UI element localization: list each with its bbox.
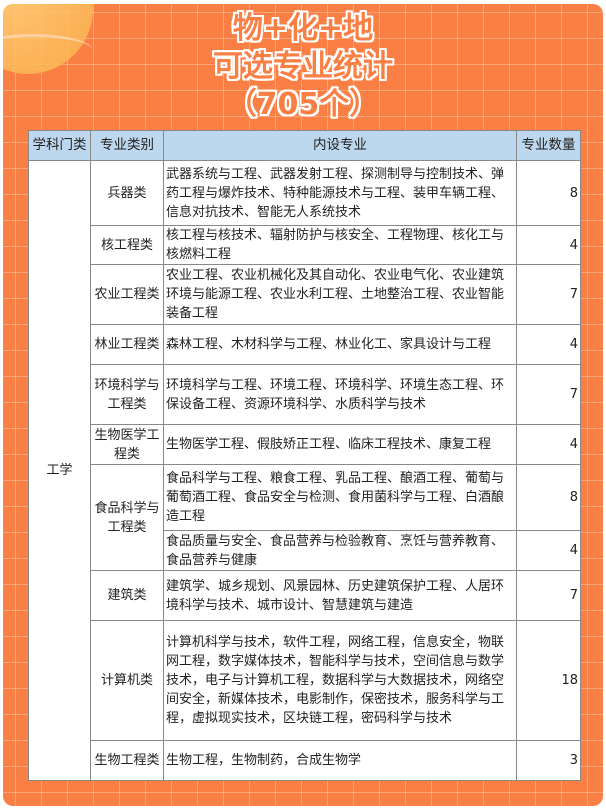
count-cell: 7	[516, 264, 581, 325]
table-header-row: 学科门类 专业类别 内设专业 专业数量	[28, 130, 581, 161]
table-row: 核工程类 核工程与核技术、辐射防护与核安全、工程物理、核化工与核燃料工程 4	[29, 225, 581, 265]
category-cell: 核工程类	[90, 225, 164, 265]
category-cell: 食品科学与工程类	[90, 464, 164, 571]
table-row: 计算机类 计算机科学与技术，软件工程，网络工程，信息安全，物联网工程，数字媒体技…	[29, 620, 581, 741]
count-cell: 7	[516, 364, 581, 425]
majors-cell: 计算机科学与技术，软件工程，网络工程，信息安全，物联网工程，数字媒体技术，智能科…	[163, 620, 517, 741]
title-line-1: 物+化+地	[232, 11, 374, 46]
count-cell: 4	[516, 225, 581, 265]
count-cell: 3	[516, 740, 581, 781]
count-cell: 7	[516, 570, 581, 621]
majors-cell: 食品质量与安全、食品营养与检验教育、烹饪与营养教育、食品营养与健康	[163, 530, 517, 571]
majors-cell: 食品科学与工程、粮食工程、乳品工程、酿酒工程、葡萄与葡萄酒工程、食品安全与检测、…	[163, 464, 517, 531]
majors-cell: 生物医学工程、假肢矫正工程、临床工程技术、康复工程	[163, 424, 517, 465]
category-cell: 兵器类	[90, 160, 164, 226]
majors-cell: 建筑学、城乡规划、风景园林、历史建筑保护工程、人居环境科学与技术、城市设计、智慧…	[163, 570, 517, 621]
title-line-3: （705个）	[226, 87, 380, 122]
majors-cell: 核工程与核技术、辐射防护与核安全、工程物理、核化工与核燃料工程	[163, 225, 517, 265]
majors-cell: 农业工程、农业机械化及其自动化、农业电气化、农业建筑环境与能源工程、农业水利工程…	[163, 264, 517, 325]
table-row: 环境科学与工程类 环境科学与工程、环境工程、环境科学、环境生态工程、环保设备工程…	[29, 364, 581, 425]
table-row: 林业工程类 森林工程、木材科学与工程、林业化工、家具设计与工程 4	[29, 324, 581, 365]
table-row: 生物工程类 生物工程，生物制药，合成生物学 3	[29, 740, 581, 781]
header-category: 专业类别	[90, 130, 164, 161]
header-count: 专业数量	[516, 130, 581, 161]
table-row: 农业工程类 农业工程、农业机械化及其自动化、农业电气化、农业建筑环境与能源工程、…	[29, 264, 581, 325]
count-cell: 8	[516, 464, 581, 531]
count-cell: 8	[516, 160, 581, 226]
table-row: 食品科学与工程类 食品科学与工程、粮食工程、乳品工程、酿酒工程、葡萄与葡萄酒工程…	[29, 464, 581, 571]
category-cell: 环境科学与工程类	[90, 364, 164, 425]
count-cell: 4	[516, 324, 581, 365]
category-cell: 生物工程类	[90, 740, 164, 781]
count-cell: 18	[516, 620, 581, 741]
category-cell: 计算机类	[90, 620, 164, 741]
majors-cell: 生物工程，生物制药，合成生物学	[163, 740, 517, 781]
table-row: 生物医学工程类 生物医学工程、假肢矫正工程、临床工程技术、康复工程 4	[29, 424, 581, 465]
title-line-2: 可选专业统计	[213, 49, 393, 84]
category-cell: 农业工程类	[90, 264, 164, 325]
header-discipline: 学科门类	[28, 130, 91, 161]
table-row: 建筑类 建筑学、城乡规划、风景园林、历史建筑保护工程、人居环境科学与技术、城市设…	[29, 570, 581, 621]
category-cell: 建筑类	[90, 570, 164, 621]
count-cell: 4	[516, 530, 581, 571]
majors-cell: 武器系统与工程、武器发射工程、探测制导与控制技术、弹药工程与爆炸技术、特种能源技…	[163, 160, 517, 226]
majors-cell: 森林工程、木材科学与工程、林业化工、家具设计与工程	[163, 324, 517, 365]
table-row: 工学 兵器类 武器系统与工程、武器发射工程、探测制导与控制技术、弹药工程与爆炸技…	[28, 160, 581, 781]
header-majors: 内设专业	[163, 130, 517, 161]
count-cell: 4	[516, 424, 581, 465]
majors-cell: 环境科学与工程、环境工程、环境科学、环境生态工程、环保设备工程、资源环境科学、水…	[163, 364, 517, 425]
category-cell: 生物医学工程类	[90, 424, 164, 465]
discipline-cell: 工学	[28, 160, 91, 781]
majors-table: 学科门类 专业类别 内设专业 专业数量 工学 兵器类 武器系统与工程、武器发射工…	[28, 130, 581, 781]
category-cell: 林业工程类	[90, 324, 164, 365]
